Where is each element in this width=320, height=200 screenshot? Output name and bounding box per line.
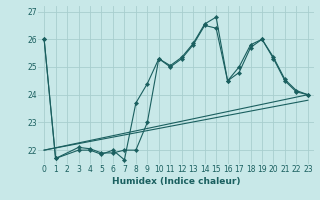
- X-axis label: Humidex (Indice chaleur): Humidex (Indice chaleur): [112, 177, 240, 186]
